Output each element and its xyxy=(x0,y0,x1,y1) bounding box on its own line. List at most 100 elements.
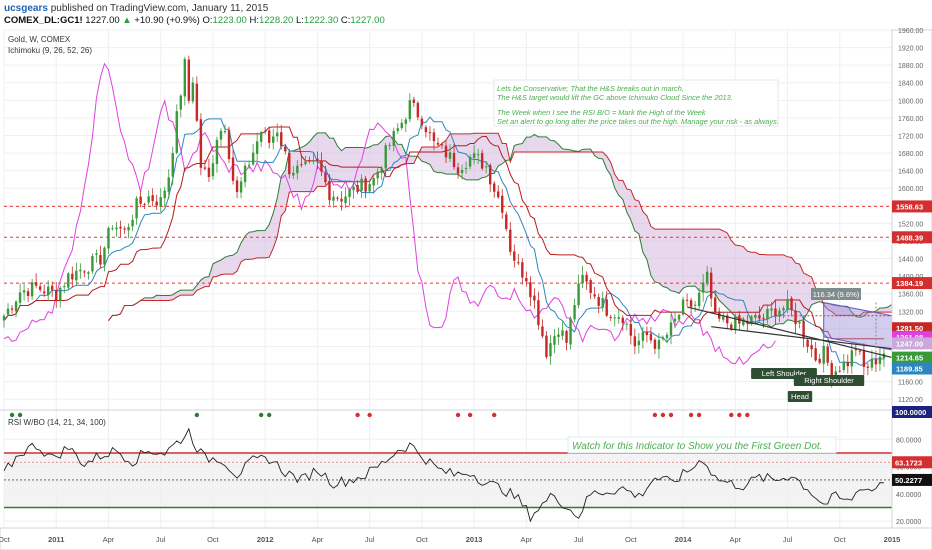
time-tick-label: Oct xyxy=(625,535,638,544)
candle xyxy=(276,123,279,142)
candle-body xyxy=(577,283,580,306)
candle-body xyxy=(59,287,62,301)
signal-dot xyxy=(455,412,461,418)
candle xyxy=(549,334,552,365)
rsi-tick-label: 80.0000 xyxy=(896,437,921,444)
candle xyxy=(267,126,271,149)
candle xyxy=(55,282,58,308)
candle-body xyxy=(376,171,379,179)
price-tag-text: 1558.63 xyxy=(896,202,923,211)
candle xyxy=(223,124,227,135)
pattern-label-box xyxy=(787,391,813,402)
candle-body xyxy=(247,164,251,166)
candle-body xyxy=(400,122,403,128)
candle xyxy=(665,332,669,344)
candle xyxy=(67,271,70,290)
candle-body xyxy=(476,154,480,156)
candle-body xyxy=(251,152,255,165)
candle-body xyxy=(573,305,576,320)
candle-body xyxy=(681,299,685,315)
candle-body xyxy=(288,152,291,175)
candle xyxy=(239,177,243,199)
measure-label-box xyxy=(811,288,861,300)
candle xyxy=(657,333,661,359)
price-tick-label: 1760.00 xyxy=(898,116,923,123)
price-tick-label: 1120.00 xyxy=(898,397,923,404)
candle-body xyxy=(424,127,428,133)
candle-body xyxy=(380,168,383,173)
pattern-label-box xyxy=(793,375,865,386)
candle-body xyxy=(143,204,146,206)
candle-body xyxy=(697,292,701,307)
candle-body xyxy=(364,178,367,192)
note-line: Lets be Conservative; That the H&S break… xyxy=(497,84,684,93)
candle-body xyxy=(569,318,572,345)
candle-body xyxy=(513,251,516,261)
candle-body xyxy=(878,356,882,364)
candle xyxy=(786,290,789,314)
indicator-label: Ichimoku (9, 26, 52, 26) xyxy=(8,46,92,55)
candle xyxy=(734,313,737,334)
candle xyxy=(770,302,773,318)
candle-body xyxy=(537,300,540,326)
candle xyxy=(324,165,327,185)
candle-body xyxy=(79,269,82,272)
candle xyxy=(272,128,275,150)
price-tag-text: 1247.00 xyxy=(896,339,923,348)
candle-body xyxy=(227,130,231,160)
price-tag: 1247.00 xyxy=(892,337,932,350)
candle-body xyxy=(517,262,520,264)
candle-body xyxy=(862,349,866,367)
candle xyxy=(408,93,412,123)
candle xyxy=(191,77,195,104)
chikou-span xyxy=(3,62,776,366)
candle-body xyxy=(26,291,30,296)
candle-body xyxy=(742,320,745,326)
rsi-value-tag-text: 50.2277 xyxy=(895,476,922,485)
candle xyxy=(340,191,343,211)
candle-body xyxy=(392,131,395,146)
candle-body xyxy=(722,316,725,320)
candle-body xyxy=(750,316,753,325)
candle-body xyxy=(480,153,484,169)
symbol-name[interactable]: COMEX_DL:GC1! xyxy=(4,15,83,26)
candle-body xyxy=(300,164,303,166)
candle xyxy=(806,337,809,353)
candle xyxy=(517,254,520,265)
candle-body xyxy=(199,119,203,168)
candle xyxy=(328,174,331,206)
candle-body xyxy=(597,297,600,306)
candle-body xyxy=(195,83,199,121)
author-link[interactable]: ucsgears xyxy=(4,3,48,14)
price-tick-label: 1800.00 xyxy=(898,98,923,105)
candle-body xyxy=(304,161,307,165)
rsi-tick-label: 40.0000 xyxy=(896,492,921,499)
candle-body xyxy=(758,315,761,319)
candle xyxy=(701,274,705,302)
note-line: Set an alert to go long after the price … xyxy=(497,117,779,126)
candle-body xyxy=(870,358,874,368)
candle xyxy=(653,337,657,355)
price-tick-label: 1960.00 xyxy=(898,28,923,35)
candle-body xyxy=(625,323,629,325)
candle-body xyxy=(368,183,371,192)
candle-body xyxy=(629,323,633,336)
signal-dot xyxy=(194,412,200,418)
candle-body xyxy=(665,334,669,339)
candle-body xyxy=(151,195,154,202)
candle-body xyxy=(693,304,697,306)
candle-body xyxy=(444,145,448,158)
price-tag-box xyxy=(892,200,932,213)
candle-body xyxy=(581,274,584,284)
candle-body xyxy=(316,158,319,161)
time-tick-label: Jul xyxy=(365,535,375,544)
candle-body xyxy=(147,196,150,203)
time-tick-label: 2014 xyxy=(675,535,693,544)
candle xyxy=(247,160,251,169)
rsi-value-tag-box xyxy=(892,456,932,469)
candle xyxy=(6,303,10,316)
candle xyxy=(332,190,335,208)
candle-body xyxy=(858,350,862,352)
